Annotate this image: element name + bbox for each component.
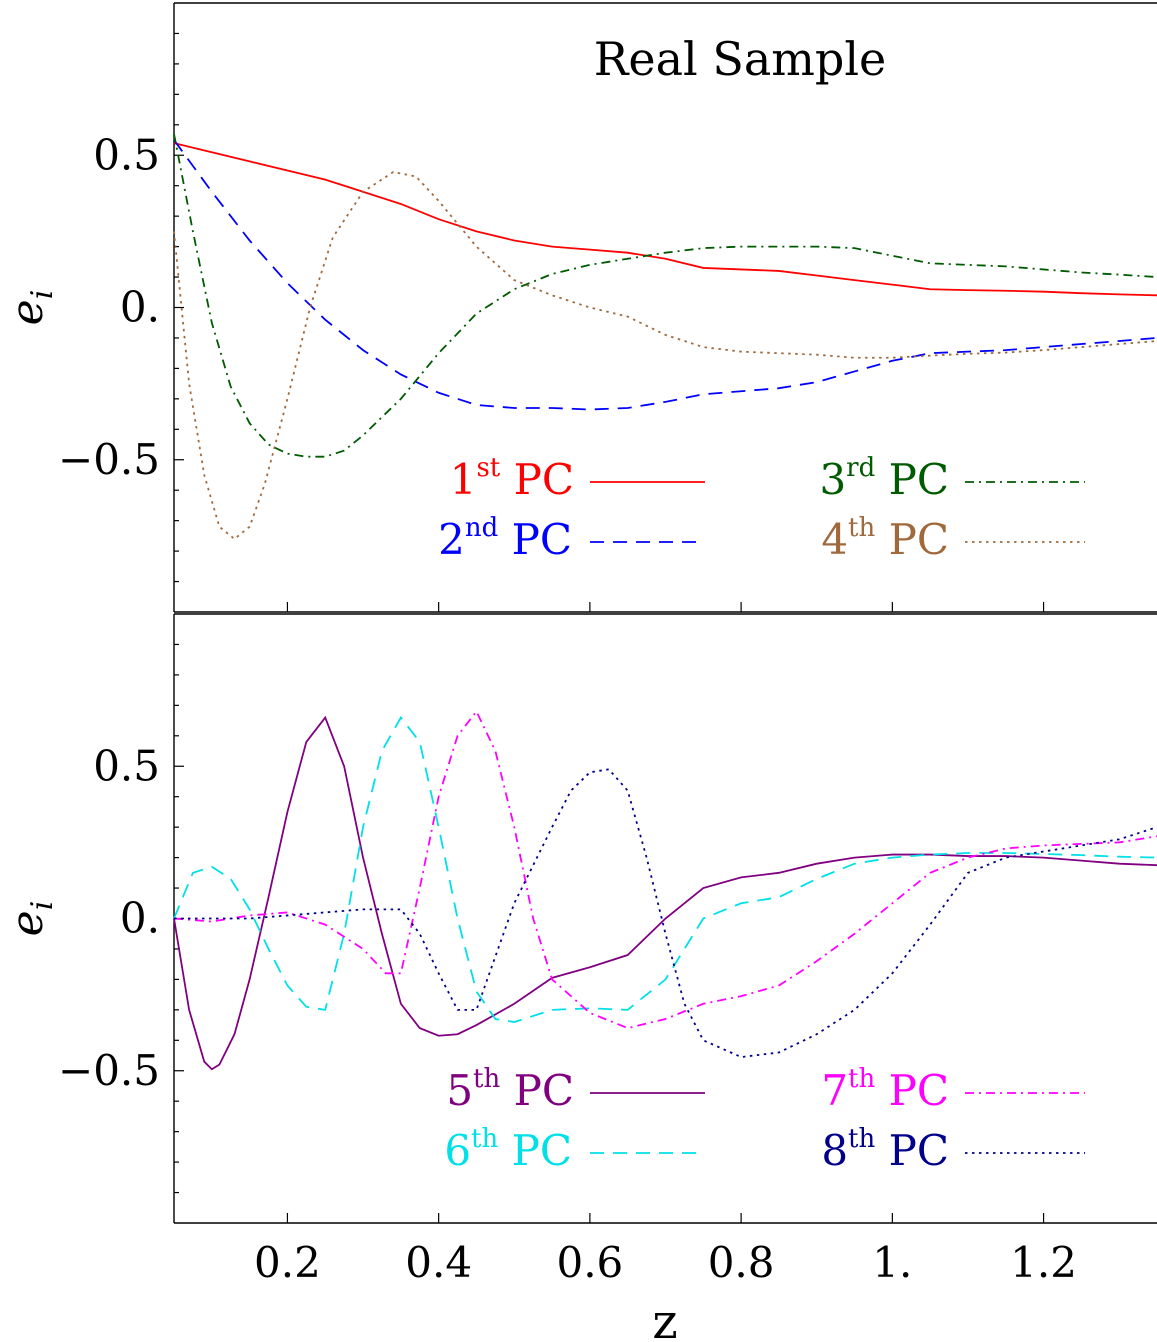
legend-label-pc-4: 4th PC — [821, 513, 949, 564]
x-axis-label: z — [652, 1294, 677, 1342]
series-line-pc-5 — [173, 715, 1157, 1071]
top-panel: 0.5 0. −0.5 ei 1st PC 2nd PC 3rd PC 4th PC — [2, 2, 1157, 613]
legend-label-pc-1: 1st PC — [450, 453, 574, 504]
series-line-pc-8 — [174, 768, 1157, 1058]
y-tick-label: 0. — [120, 894, 160, 943]
series-line-pc-7 — [173, 709, 1157, 1030]
legend-label-pc-2: 2nd PC — [438, 513, 572, 564]
legend-label-pc-6: 6th PC — [444, 1124, 572, 1175]
y-axis-label: ei — [2, 290, 60, 326]
x-tick-label: 0.4 — [405, 1238, 472, 1287]
y-tick-label: 0.5 — [93, 741, 160, 790]
y-tick-label: 0.5 — [93, 130, 160, 179]
legend-label-pc-5: 5th PC — [446, 1064, 574, 1115]
y-axis-label: ei — [2, 901, 60, 937]
chart-title: Real Sample — [594, 32, 887, 86]
series-line-pc-4 — [173, 171, 1157, 541]
series-line-pc-3 — [173, 133, 1157, 458]
series-line-pc-1 — [173, 142, 1157, 297]
x-tick-label: 0.2 — [254, 1238, 321, 1287]
series-line-pc-6 — [173, 715, 1157, 1023]
x-tick-label: 0.6 — [556, 1238, 623, 1287]
x-tick-label: 1. — [872, 1238, 912, 1287]
x-tick-label: 0.8 — [708, 1238, 775, 1287]
x-tick-label: 1.2 — [1010, 1238, 1077, 1287]
legend-label-pc-7: 7th PC — [821, 1064, 949, 1115]
legend-label-pc-8: 8th PC — [821, 1124, 949, 1175]
y-tick-label: 0. — [120, 283, 160, 332]
y-tick-label: −0.5 — [58, 1046, 160, 1095]
series-line-pc-2 — [173, 139, 1157, 411]
bottom-panel: 0.5 0. −0.5 0.2 0.4 0.6 0.8 1. 1.2 ei 5th PC 6th PC… — [2, 613, 1157, 1287]
y-tick-label: −0.5 — [58, 435, 160, 484]
legend-label-pc-3: 3rd PC — [819, 453, 949, 504]
